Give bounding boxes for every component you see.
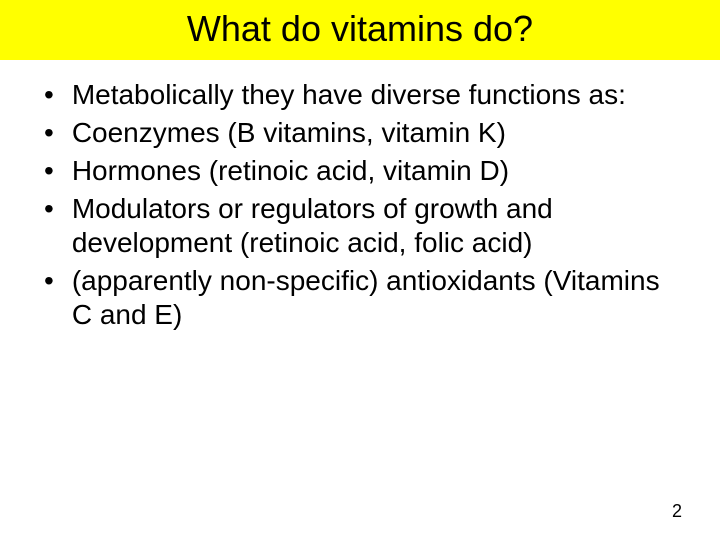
bullet-text: Hormones (retinoic acid, vitamin D) [72,154,509,188]
bullet-icon: • [44,264,54,298]
bullet-icon: • [44,78,54,112]
list-item: • Modulators or regulators of growth and… [40,192,680,260]
content-area: • Metabolically they have diverse functi… [0,60,720,332]
list-item: • Coenzymes (B vitamins, vitamin K) [40,116,680,150]
slide-title: What do vitamins do? [187,8,533,49]
bullet-list: • Metabolically they have diverse functi… [40,78,680,332]
list-item: • (apparently non-specific) antioxidants… [40,264,680,332]
bullet-text: Coenzymes (B vitamins, vitamin K) [72,116,506,150]
list-item: • Metabolically they have diverse functi… [40,78,680,112]
bullet-text: Metabolically they have diverse function… [72,78,626,112]
list-item: • Hormones (retinoic acid, vitamin D) [40,154,680,188]
bullet-icon: • [44,154,54,188]
title-bar: What do vitamins do? [0,0,720,60]
bullet-text: (apparently non-specific) antioxidants (… [72,264,680,332]
bullet-icon: • [44,192,54,226]
page-number: 2 [672,501,682,522]
bullet-text: Modulators or regulators of growth and d… [72,192,680,260]
bullet-icon: • [44,116,54,150]
